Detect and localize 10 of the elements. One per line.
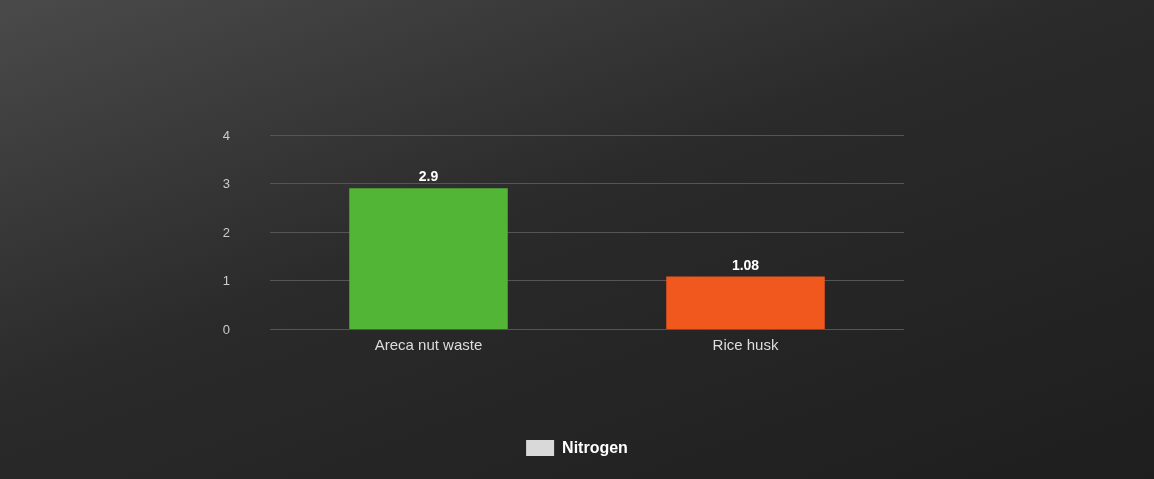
y-tick-label: 4 <box>222 127 230 143</box>
data-label: 1.08 <box>731 256 760 273</box>
y-tick-label: 0 <box>222 321 230 337</box>
y-tick-label: 2 <box>222 224 230 240</box>
data-label: 2.9 <box>418 168 439 185</box>
x-tick-label: Rice husk <box>712 336 779 353</box>
y-tick-label: 3 <box>222 176 230 191</box>
text: Nitrogen <box>562 439 628 457</box>
x-tick-label: Areca nut waste <box>374 336 483 353</box>
y-tick-label: 1 <box>222 273 230 288</box>
